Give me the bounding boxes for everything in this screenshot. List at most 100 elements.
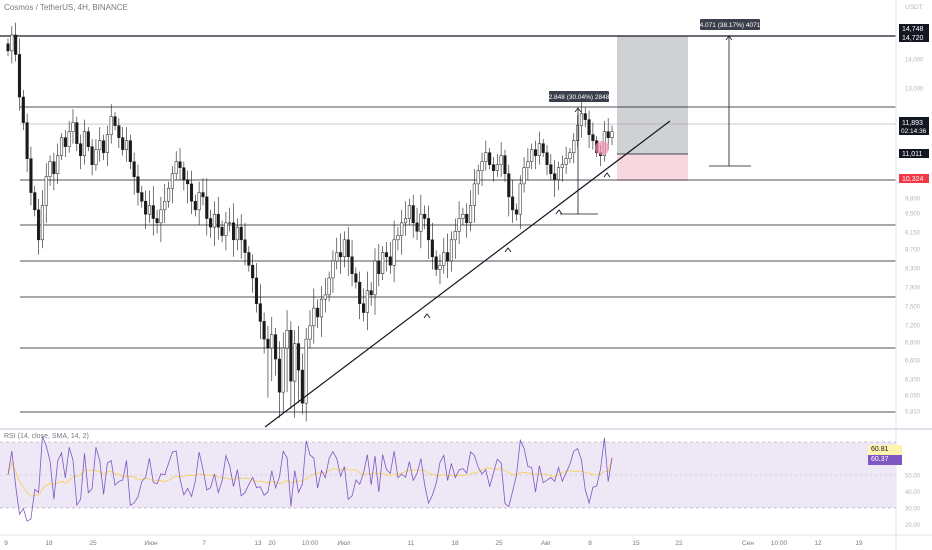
candle-body (281, 347, 285, 393)
main-pane-background (0, 0, 896, 427)
rsi-pane: 50.00 40.00 30.00 20.00 (0, 428, 932, 530)
candle-body (610, 131, 614, 138)
candle-body (304, 338, 308, 404)
candle-body (442, 252, 446, 266)
rsi-tick-label: 30.00 (905, 507, 921, 513)
candle-body (86, 131, 90, 147)
candle-body (193, 200, 197, 211)
candle-body (105, 134, 109, 153)
candle-body (560, 164, 564, 168)
candle-body (388, 256, 392, 266)
candle-body (59, 137, 64, 156)
candle-body (488, 152, 492, 165)
price-tick-label: 8,700 (905, 248, 921, 254)
candle-body (392, 239, 396, 266)
candle-body (235, 226, 239, 241)
candle-body (587, 119, 591, 135)
candle-body (365, 290, 369, 313)
price-badge-14720: 14,720 (899, 33, 929, 42)
candle-body (144, 200, 148, 215)
time-tick-label: 25 (495, 540, 503, 547)
candle-body (109, 116, 113, 135)
measure-2 (709, 35, 751, 167)
candle-body (201, 192, 205, 198)
price-badge-14748: 14,748 (899, 24, 929, 33)
candle-body (526, 161, 530, 168)
candle-body (564, 158, 568, 165)
candle-body (102, 140, 106, 153)
candle-body (339, 252, 343, 258)
candle-body (335, 252, 339, 262)
candle-body (163, 200, 167, 211)
time-axis-ticks: 9 18 25 Июн 7 13 20 10:00 Июл 11 18 25 Авг 8 15 22 Сен 10… (4, 540, 863, 547)
time-axis[interactable]: 9 18 25 Июн 7 13 20 10:00 Июл 11 18 25 Авг 8 15 22 Сен 10… (0, 534, 932, 547)
candle-body (167, 187, 171, 202)
candle-body (319, 298, 324, 318)
candle-body (277, 358, 281, 393)
candle-body (128, 140, 132, 162)
candle-body (140, 192, 144, 202)
measure-label-1-text: 2.848 (30.04%) 2848 (549, 94, 610, 101)
candle-body (90, 146, 94, 165)
candle-body (82, 131, 87, 156)
rsi-axis-ticks: 50.00 40.00 30.00 20.00 (905, 474, 921, 530)
price-tick-label: 9,800 (905, 197, 921, 203)
price-badge-11011: 11,011 (899, 149, 929, 158)
candle-body (231, 222, 236, 241)
candle-body (6, 43, 10, 52)
price-tick-label: 5,810 (905, 410, 921, 416)
rsi-ma-line (7, 457, 613, 497)
candle-body (495, 164, 499, 171)
candle-body (224, 222, 228, 236)
candle-body (29, 158, 33, 193)
measure-label-2: 4.071 (38.17%) 4071 (700, 19, 761, 30)
candle-body (316, 307, 320, 318)
candle-body (415, 222, 419, 232)
price-tick-label: 8,300 (905, 267, 921, 273)
candle-body (239, 226, 243, 241)
time-tick-label: 19 (855, 540, 863, 547)
candle-body (331, 260, 335, 279)
candle-body (262, 321, 266, 340)
time-tick-label: Июн (144, 540, 158, 547)
candle-body (511, 196, 515, 211)
candle-body (56, 155, 60, 174)
price-tick-label: 6,800 (905, 341, 921, 347)
time-tick-label: Сен (742, 540, 754, 547)
candle-body (243, 239, 247, 253)
candle-body (189, 183, 194, 202)
candle-body (419, 213, 423, 232)
candle-body (400, 222, 404, 236)
candle-body (182, 167, 186, 180)
price-tick-label: 6,300 (905, 378, 921, 384)
price-tick-label: 9,500 (905, 212, 921, 218)
candle-body (33, 192, 37, 211)
candle-body (469, 205, 473, 224)
candle-body (457, 218, 461, 232)
candle-body (461, 213, 465, 219)
candle-body (480, 161, 484, 171)
candle-body (289, 330, 293, 382)
rsi-value-badge: 60.37 (868, 455, 902, 465)
candle-body (136, 176, 140, 193)
candle-body (591, 134, 595, 141)
candle-body (583, 113, 587, 120)
candle-body (579, 113, 583, 126)
candle-body (170, 173, 174, 189)
price-axis[interactable]: USDT 14,000 13,000 9,800 9,500 9,150 8,700 8,3… (895, 0, 929, 550)
price-label-10324: 10,324 (902, 176, 924, 183)
position-zones (617, 36, 688, 181)
rsi-line (7, 436, 613, 522)
candle-body (285, 330, 289, 349)
time-tick-label: Авг (541, 540, 552, 547)
candle-body (507, 173, 511, 198)
candle-body (549, 164, 553, 174)
time-tick-label: 13 (254, 540, 262, 547)
candle-body (438, 264, 442, 270)
candle-body (258, 303, 262, 322)
candle-body (67, 131, 71, 147)
candle-body (426, 218, 431, 241)
time-tick-label: 8 (588, 540, 592, 547)
candle-body (530, 149, 534, 162)
